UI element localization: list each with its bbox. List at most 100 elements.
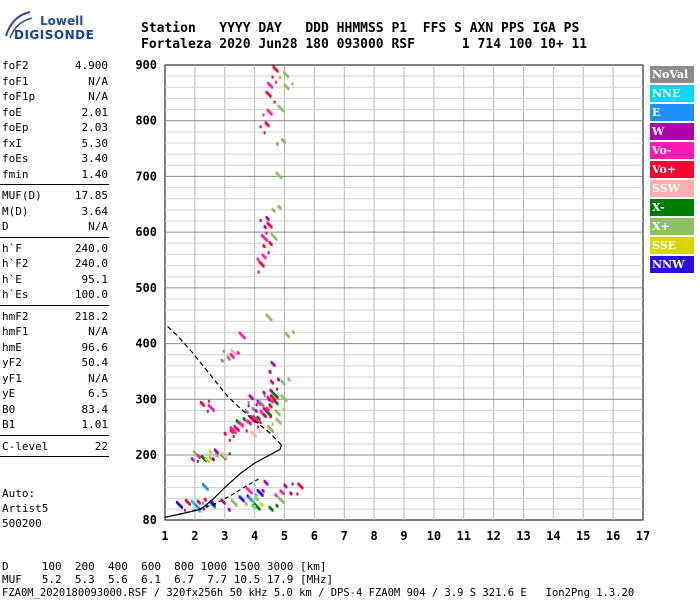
data-point-vox (270, 112, 273, 116)
data-point-xx (278, 413, 281, 417)
data-point-noval (263, 394, 266, 398)
data-point-vox (204, 498, 207, 502)
param-row-fxi: fxI 5.30 (2, 136, 108, 151)
x-tick-label: 12 (486, 529, 500, 543)
data-point-vox (234, 431, 237, 435)
param-value: 22 (94, 439, 108, 453)
data-point-sse (253, 504, 256, 508)
data-point-vox (259, 125, 262, 129)
data-point-vox (245, 429, 248, 433)
param-separator (0, 456, 109, 457)
y-tick-label: 200 (135, 448, 157, 462)
data-point-w (268, 398, 271, 402)
x-tick-label: 15 (576, 529, 590, 543)
param-value: 240.0 (74, 257, 108, 270)
param-key: C-level (2, 439, 49, 453)
param-key: hmE (2, 340, 22, 354)
data-point-noval (222, 349, 225, 353)
data-point-nnw (261, 493, 264, 497)
data-point-nne (198, 509, 201, 513)
data-point-vox (267, 408, 270, 412)
data-point-xx (280, 176, 283, 180)
legend-item-ssw: SSW (650, 180, 694, 197)
legend-item-nnw: NNW (650, 256, 694, 273)
param-value: 100.0 (74, 288, 108, 301)
data-point-xx (277, 143, 280, 146)
y-tick-label: 500 (135, 281, 157, 295)
data-point-vox (266, 238, 269, 242)
auto-line2: Artist5 (2, 502, 49, 515)
data-point-vox (264, 256, 267, 260)
data-point-xx (235, 503, 238, 507)
param-row-yf1: yF1 N/A (2, 371, 108, 386)
data-point-vox (257, 420, 260, 423)
data-point-vox (273, 100, 276, 104)
data-point-w (262, 489, 265, 493)
param-row-fof2: foF2 4.900 (2, 58, 108, 73)
data-point-xx (273, 209, 276, 213)
param-key: foE (2, 105, 22, 119)
data-point-w (216, 451, 219, 455)
data-point-ssw (254, 434, 257, 438)
data-point-xx (276, 395, 279, 399)
param-key: foF1p (2, 90, 36, 103)
param-value: 96.6 (81, 340, 109, 354)
data-point-xx (216, 454, 219, 458)
data-point-e (250, 498, 253, 502)
data-point-w (212, 458, 215, 462)
param-value: N/A (88, 90, 108, 103)
data-point-xx (285, 399, 288, 403)
data-point-nne (192, 501, 195, 505)
data-point-xx (282, 109, 285, 113)
data-point-ssw (234, 352, 237, 356)
data-point-xx (271, 422, 274, 426)
legend-item-vo+: Vo+ (650, 161, 694, 178)
data-point-vox (276, 387, 279, 391)
param-key: M(D) (2, 204, 29, 218)
data-point-vox (231, 430, 234, 434)
data-point-vox (202, 507, 205, 511)
param-value: 95.1 (81, 272, 109, 286)
header-line1: Station YYYY DAY DDD HHMMSS P1 FFS S AXN… (141, 21, 580, 36)
data-point-vox (274, 398, 277, 402)
footer-file-row: FZA0M_2020180093000.RSF / 320fx256h 50 k… (2, 587, 635, 599)
data-point-vox (301, 486, 304, 490)
param-row-d: D N/A (2, 219, 108, 234)
param-row-mufd: MUF(D) 17.85 (2, 188, 108, 203)
data-point-w (223, 501, 226, 505)
param-key: hmF1 (2, 325, 29, 338)
data-point-vox (259, 421, 262, 424)
data-point-vox (237, 351, 240, 355)
param-key: yF1 (2, 371, 22, 385)
data-point-vox (265, 231, 268, 235)
data-point-vox (192, 459, 195, 462)
data-point-vox (271, 85, 274, 89)
param-row-fof1: foF1 N/A (2, 74, 108, 89)
data-point-vox (250, 491, 253, 495)
data-point-vox (262, 113, 265, 117)
param-key: foF1 (2, 74, 29, 88)
data-point-xx (258, 507, 261, 511)
legend-item-sse: SSE (650, 237, 694, 254)
data-point-vox (267, 124, 270, 128)
data-point-w (267, 218, 270, 221)
param-row-hmf2: hmF2 218.2 (2, 309, 108, 324)
param-key: foF2 (2, 59, 29, 72)
data-point-xx (228, 452, 231, 456)
legend-item-nne: NNE (650, 85, 694, 102)
data-point-xx (243, 418, 246, 422)
x-tick-label: 10 (427, 529, 441, 543)
data-point-noval (262, 404, 265, 408)
param-value: 3.64 (81, 204, 109, 218)
data-point-vox (275, 494, 278, 498)
data-point-vox (269, 404, 272, 408)
param-value: 50.4 (81, 356, 109, 369)
data-point-vox (271, 400, 274, 404)
data-point-nne (256, 498, 259, 502)
logo-line1: Lowell (40, 14, 84, 28)
data-point-vox (276, 69, 279, 73)
param-value: N/A (88, 74, 108, 88)
data-point-vox (257, 258, 260, 262)
data-point-w (285, 485, 288, 489)
